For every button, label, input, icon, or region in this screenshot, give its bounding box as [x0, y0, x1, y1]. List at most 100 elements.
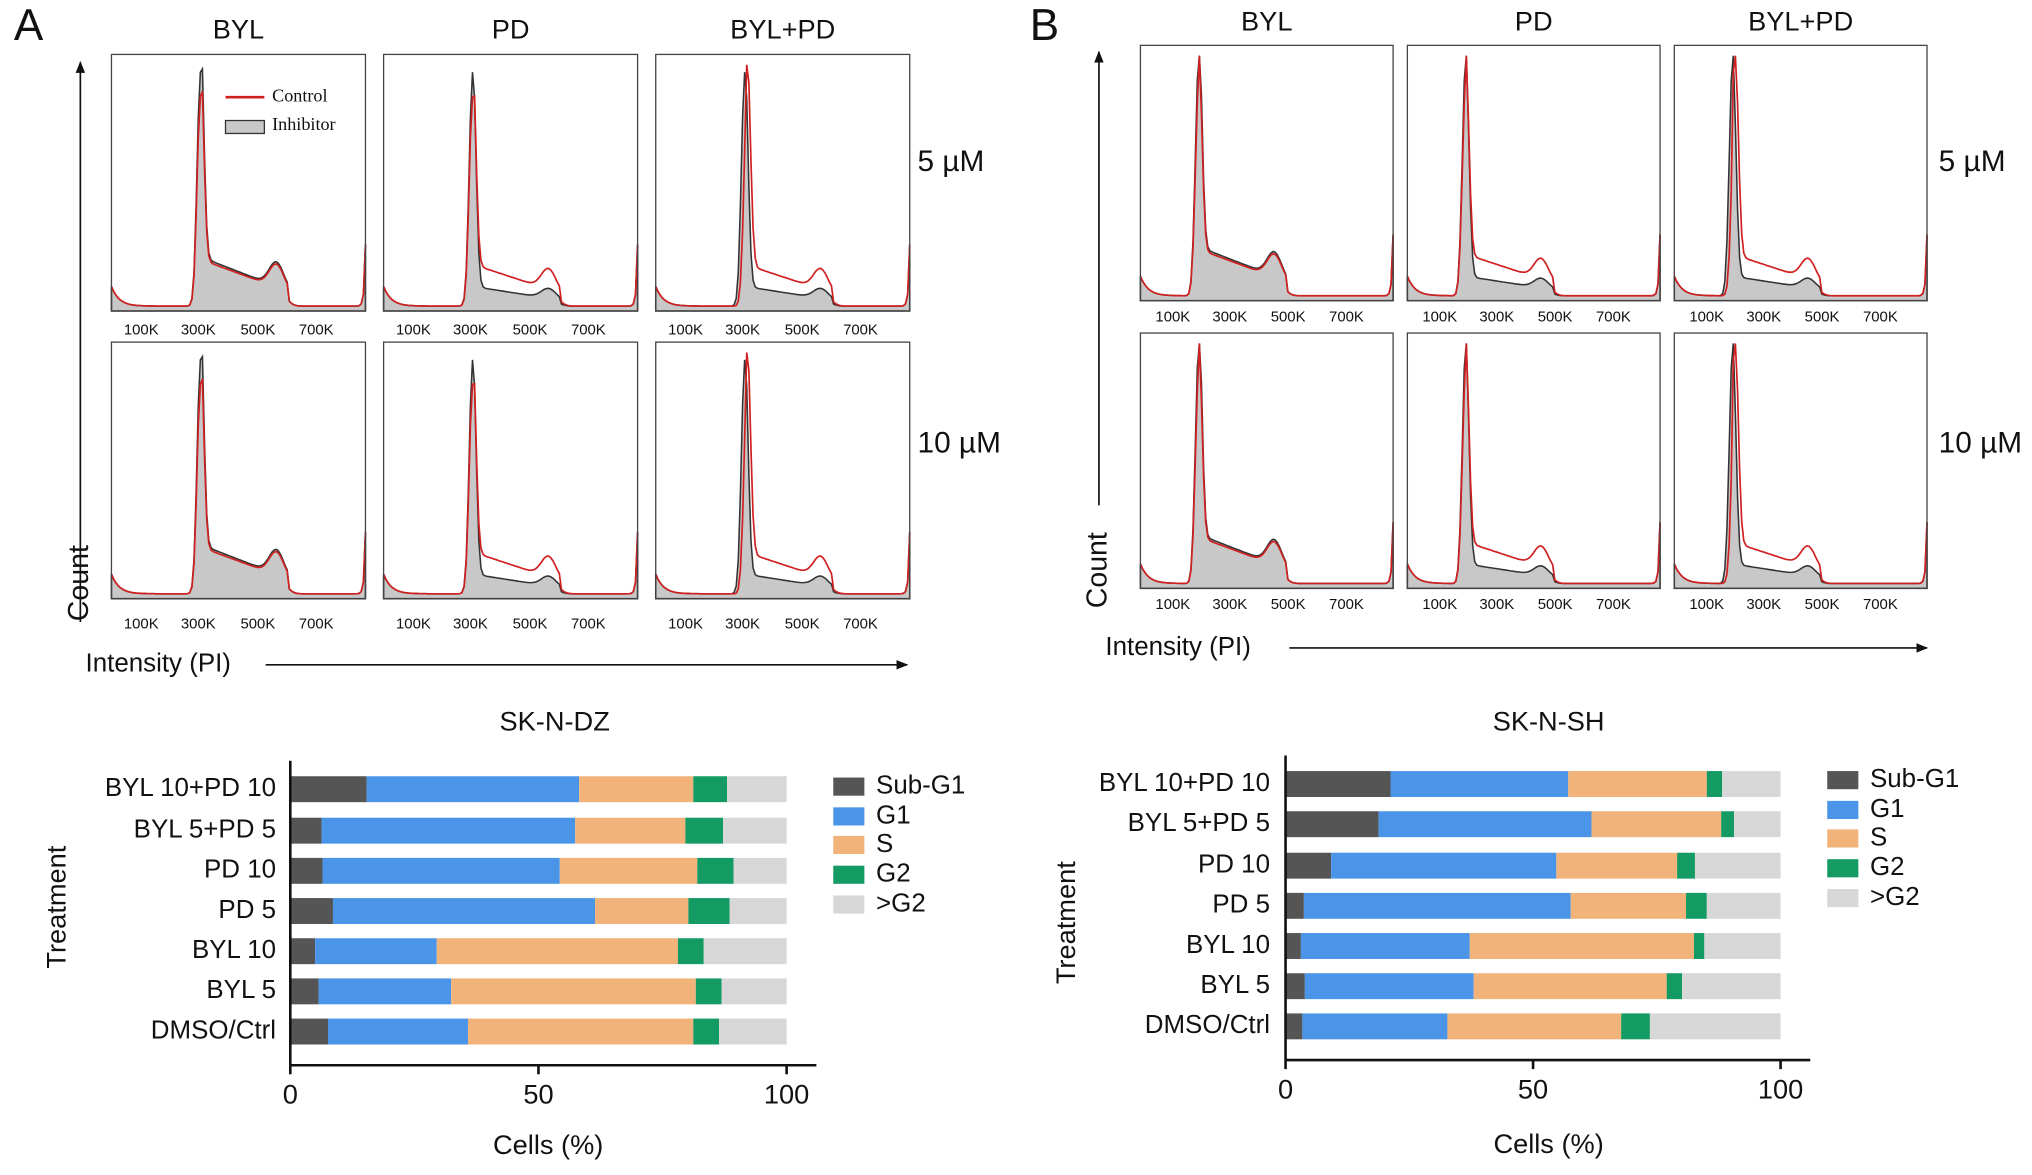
histogram-tick-label: 500K: [1271, 309, 1306, 325]
bar-segment: [1666, 973, 1683, 1000]
category-label: BYL 10+PD 10: [105, 774, 276, 802]
histogram-inhibitor: [110, 354, 367, 600]
legend-label: S: [876, 830, 893, 858]
bar-segment: [1447, 1013, 1622, 1040]
chart-title: SK-N-SH: [1493, 705, 1605, 736]
bar-segment: [1285, 771, 1391, 797]
legend-inhibitor-swatch: [224, 119, 266, 135]
panel-letter: B: [1030, 1, 1059, 50]
bar-segment: [1694, 852, 1781, 879]
bar-segment: [1473, 973, 1667, 1000]
y-axis-label: Count: [63, 545, 95, 621]
column-title: PD: [492, 13, 530, 44]
histogram-tick-label: 100K: [1422, 309, 1457, 325]
histogram-tick-label: 500K: [241, 322, 276, 338]
histogram-inhibitor: [654, 359, 911, 600]
legend-swatch: [1827, 859, 1859, 878]
histogram-inhibitor: [1139, 55, 1394, 302]
legend-swatch: [1827, 800, 1859, 820]
histogram-tick-label: 100K: [1155, 597, 1190, 613]
histogram-tick-label: 700K: [1596, 309, 1631, 325]
bar-segment: [695, 978, 722, 1005]
histogram-tick-label: 700K: [1329, 309, 1364, 325]
histogram-tick-label: 700K: [1863, 309, 1898, 325]
histogram-tick-label: 300K: [453, 322, 488, 338]
histogram-tick-label: 300K: [725, 322, 760, 338]
category-label: DMSO/Ctrl: [151, 1016, 276, 1044]
histogram-frame: [1406, 44, 1661, 302]
bar-segment: [719, 1018, 787, 1045]
column-title: BYL: [213, 13, 264, 44]
bar-segment: [1331, 852, 1557, 879]
histogram-tick-label: 500K: [1805, 597, 1840, 613]
bar-segment: [1285, 892, 1304, 919]
histogram-frame: [1139, 332, 1394, 589]
legend-swatch: [833, 835, 865, 855]
bar-segment: [727, 776, 787, 803]
histogram-inhibitor: [1139, 343, 1394, 590]
bar-segment: [451, 978, 696, 1005]
bar-segment: [559, 857, 698, 884]
x-tick-label: 100: [764, 1079, 809, 1110]
histogram-tick-label: 300K: [1746, 309, 1781, 325]
histogram-control: [110, 90, 367, 307]
histogram-control: [1406, 55, 1661, 297]
category-label: PD 10: [204, 856, 276, 884]
histogram-tick-label: 500K: [241, 617, 276, 633]
histogram-tick-label: 700K: [1596, 597, 1631, 613]
legend-label: >G2: [876, 889, 926, 917]
histogram-frame: [382, 53, 639, 312]
bar-segment: [290, 776, 367, 803]
category-label: PD 5: [218, 896, 276, 924]
bar-segment: [315, 938, 437, 965]
bar-segment: [1285, 933, 1301, 959]
histogram-tick-label: 700K: [571, 617, 606, 633]
histogram-tick-label: 100K: [396, 322, 431, 338]
histogram-tick-label: 100K: [1155, 309, 1190, 325]
category-label: BYL 10: [192, 936, 276, 964]
legend-swatch: [833, 807, 865, 826]
histogram-tick-label: 300K: [453, 617, 488, 633]
bar-segment: [290, 898, 333, 924]
legend-swatch: [833, 865, 865, 884]
bar-segment: [693, 776, 728, 803]
bar-segment: [729, 898, 787, 924]
bar-segment: [1591, 811, 1722, 838]
legend-inhibitor: Inhibitor: [272, 114, 335, 134]
column-title: BYL+PD: [730, 13, 835, 44]
bar-segment: [1302, 1013, 1448, 1040]
histogram-control: [382, 94, 639, 307]
bar-segment: [321, 817, 576, 844]
bar-segment: [328, 1018, 468, 1045]
x-tick-label: 50: [1518, 1073, 1548, 1104]
bar-segment: [1693, 933, 1705, 959]
histogram-control: [1673, 55, 1928, 297]
bar-segment: [1706, 892, 1781, 919]
histogram-tick-label: 300K: [1479, 309, 1514, 325]
y-axis-label: Count: [1081, 532, 1113, 608]
histogram-tick-label: 700K: [1863, 597, 1898, 613]
bar-segment: [1568, 771, 1707, 797]
histogram-tick-label: 500K: [513, 322, 548, 338]
bar-segment: [1556, 852, 1678, 879]
histogram-control: [1139, 55, 1394, 297]
histogram-tick-label: 500K: [1805, 309, 1840, 325]
bar-segment: [322, 857, 560, 884]
x-tick-label: 100: [1758, 1073, 1803, 1104]
histogram-tick-label: 300K: [725, 617, 760, 633]
bar-segment: [688, 898, 730, 924]
histogram-tick-label: 100K: [1689, 309, 1724, 325]
histogram-control: [654, 64, 911, 307]
bar-segment: [332, 898, 596, 924]
bar-segment: [677, 938, 704, 965]
histogram-frame: [655, 53, 911, 312]
bar-segment: [1649, 1013, 1781, 1040]
legend-label: G1: [1870, 795, 1905, 823]
histogram-frame: [382, 341, 639, 600]
histogram-tick-label: 300K: [1479, 597, 1514, 613]
histogram-tick-label: 700K: [299, 617, 334, 633]
bar-segment: [318, 978, 452, 1005]
category-label: BYL 10+PD 10: [1099, 769, 1270, 797]
legend-swatch: [833, 895, 865, 914]
